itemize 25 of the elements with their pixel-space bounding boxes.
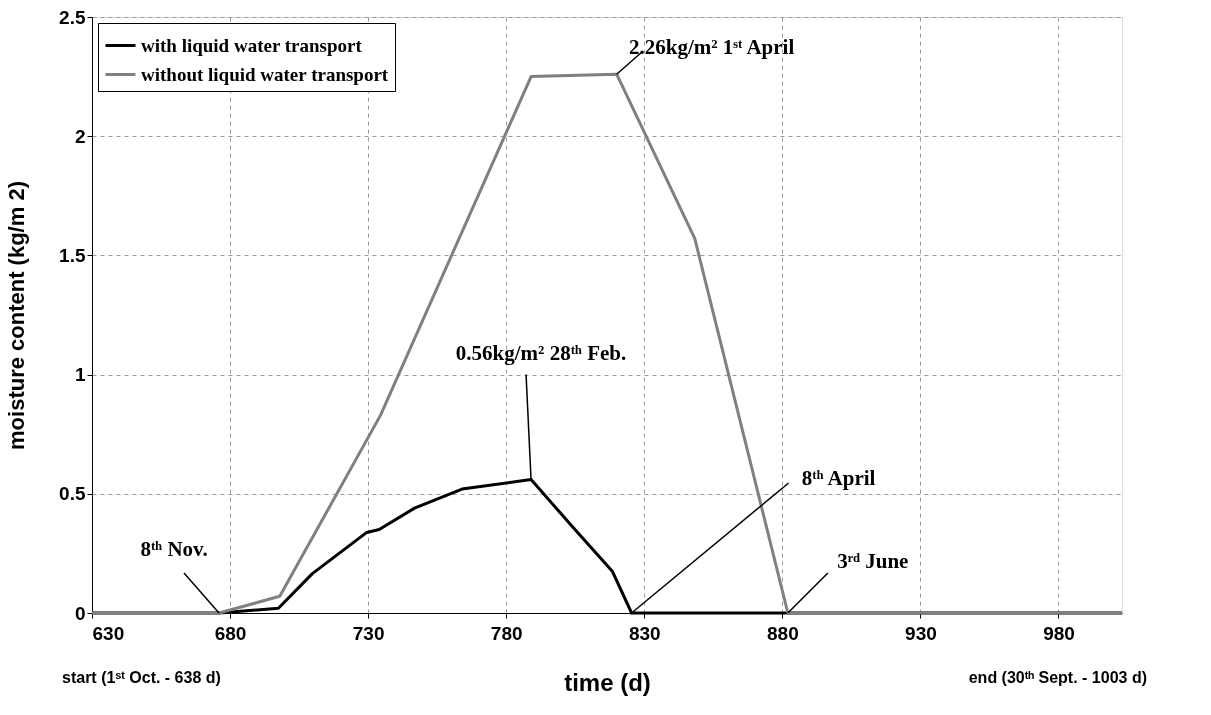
y-tick-label: 0.5 [59, 483, 86, 505]
text: end (30ᵗʰ Sept. - 1003 d) [968, 669, 1147, 686]
annotation: 3ʳᵈ June [837, 549, 909, 573]
annotation: 8ᵗʰ Nov. [140, 537, 208, 561]
y-tick-label: 1.5 [59, 244, 86, 266]
x-tick-label: 980 [1043, 622, 1075, 644]
annotation: 2.26kg/m² 1ˢᵗ April [629, 35, 795, 60]
legend-label: without liquid water transport [141, 63, 389, 85]
legend-label: with liquid water transport [141, 34, 363, 56]
x-tick-label: 930 [905, 622, 937, 644]
y-tick-label: 2.5 [59, 6, 86, 28]
x-tick-label: 730 [352, 622, 385, 644]
y-tick-label: 0 [74, 602, 86, 624]
x-tick-label: 880 [767, 622, 799, 644]
annotation: 0.56kg/m² 28ᵗʰ Feb. [455, 341, 627, 366]
y-axis-title: moisture content (kg/m 2) [4, 181, 30, 450]
x-tick-label: 630 [92, 622, 125, 644]
x-axis-title: time (d) [564, 668, 651, 696]
x-tick-label: 830 [628, 622, 661, 644]
y-tick-label: 1 [74, 364, 86, 386]
text: start (1ˢᵗ Oct. - 638 d) [62, 669, 221, 686]
x-tick-label: 680 [214, 622, 247, 644]
y-tick-label: 2 [74, 125, 86, 147]
annotation: 8ᵗʰ April [801, 466, 876, 490]
x-tick-label: 780 [490, 622, 523, 644]
